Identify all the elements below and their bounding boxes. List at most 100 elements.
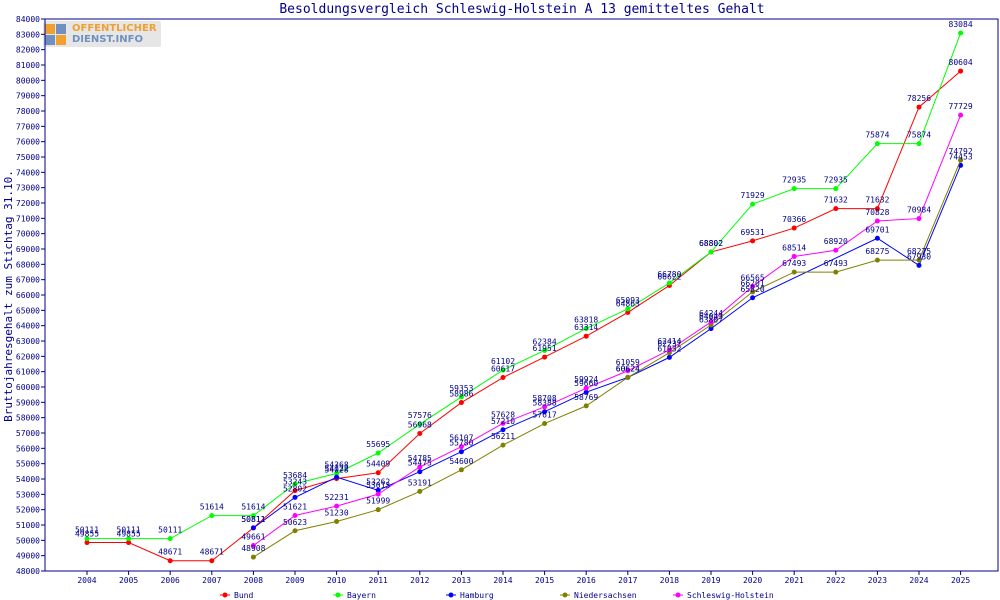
data-label: 58986 (449, 390, 473, 399)
data-point (334, 470, 340, 476)
y-tick-label: 66000 (16, 291, 40, 300)
data-label: 60617 (491, 365, 515, 374)
series-niedersachsen (250, 157, 964, 560)
data-point (874, 141, 880, 147)
data-label: 58769 (574, 393, 598, 402)
legend-item: Niedersachsen (560, 591, 637, 600)
x-tick-label: 2017 (618, 576, 637, 585)
data-label: 52802 (283, 484, 307, 493)
data-point (417, 464, 423, 470)
series-line (253, 114, 962, 546)
data-point (666, 354, 672, 360)
data-label: 52231 (325, 493, 349, 502)
data-label: 51614 (241, 503, 265, 512)
data-label: 71929 (741, 191, 765, 200)
data-point (375, 470, 381, 476)
data-label: 59353 (449, 384, 473, 393)
data-point (292, 481, 298, 487)
legend-label: Hamburg (460, 591, 494, 600)
data-label: 53013 (366, 481, 390, 490)
data-point (542, 354, 548, 360)
data-label: 54475 (408, 459, 432, 468)
data-labels: 49855 49855 48671 48671 50811 53243 54028 54409… (75, 20, 973, 557)
y-tick-label: 80000 (16, 76, 40, 85)
data-point (625, 368, 631, 374)
legend-item: Hamburg (446, 591, 494, 600)
data-point (708, 249, 714, 255)
data-point (625, 374, 631, 380)
data-point (375, 491, 381, 497)
data-label: 57576 (408, 411, 432, 420)
data-label: 68275 (907, 247, 931, 256)
data-label: 61951 (533, 344, 557, 353)
data-point (250, 543, 256, 549)
data-label: 51999 (366, 497, 390, 506)
data-point (833, 206, 839, 212)
y-tick-label: 75000 (16, 153, 40, 162)
data-label: 58708 (533, 394, 557, 403)
data-label: 68920 (824, 237, 848, 246)
data-label: 51614 (200, 503, 224, 512)
y-tick-label: 54000 (16, 475, 40, 484)
site-logo: OFFENTLICHER DIENST.INFO (43, 21, 161, 47)
data-point (417, 488, 423, 494)
data-label: 48908 (241, 544, 265, 553)
data-point (500, 420, 506, 426)
data-label: 80604 (949, 58, 973, 67)
series-line (87, 32, 962, 540)
legend-marker (562, 592, 568, 598)
data-label: 68514 (782, 243, 806, 252)
data-label: 57617 (533, 411, 557, 420)
data-point (500, 375, 506, 381)
data-point (916, 257, 922, 263)
data-point (458, 394, 464, 400)
data-point (84, 536, 90, 542)
data-label: 48671 (200, 548, 224, 557)
data-point (84, 540, 90, 546)
legend-marker (448, 592, 454, 598)
data-point (583, 325, 589, 331)
series-bund (84, 68, 964, 564)
data-label: 48671 (158, 548, 182, 557)
data-point (500, 367, 506, 373)
data-label: 51621 (283, 502, 307, 511)
y-tick-label: 73000 (16, 184, 40, 193)
data-label: 49661 (241, 533, 265, 542)
x-tick-label: 2007 (202, 576, 221, 585)
data-label: 54028 (325, 466, 349, 475)
data-point (292, 494, 298, 500)
x-tick-label: 2024 (909, 576, 928, 585)
legend-marker (675, 592, 681, 598)
data-point (250, 554, 256, 560)
data-label: 50111 (75, 526, 99, 535)
data-point (791, 253, 797, 259)
y-tick-label: 56000 (16, 444, 40, 453)
data-point (874, 235, 880, 241)
legend-label: Schleswig-Holstein (687, 591, 774, 600)
data-point (625, 306, 631, 312)
logo-icon (43, 21, 69, 47)
data-point (958, 112, 964, 118)
data-label: 54409 (366, 460, 390, 469)
data-point (874, 206, 880, 212)
data-label: 50111 (158, 526, 182, 535)
data-label: 72935 (782, 176, 806, 185)
data-point (625, 309, 631, 315)
data-point (958, 30, 964, 36)
series-line (87, 70, 961, 562)
y-tick-label: 65000 (16, 306, 40, 315)
data-point (334, 518, 340, 524)
series-line (253, 165, 962, 529)
y-tick-label: 48000 (16, 567, 40, 576)
data-label: 66201 (741, 279, 765, 288)
data-label: 71632 (824, 196, 848, 205)
series-line (253, 159, 962, 558)
y-tick-label: 62000 (16, 352, 40, 361)
x-tick-label: 2021 (785, 576, 804, 585)
data-label: 49855 (75, 530, 99, 539)
data-point (583, 389, 589, 395)
data-label: 59660 (574, 379, 598, 388)
data-label: 72935 (824, 176, 848, 185)
data-point (791, 269, 797, 275)
series-layer (84, 30, 964, 564)
